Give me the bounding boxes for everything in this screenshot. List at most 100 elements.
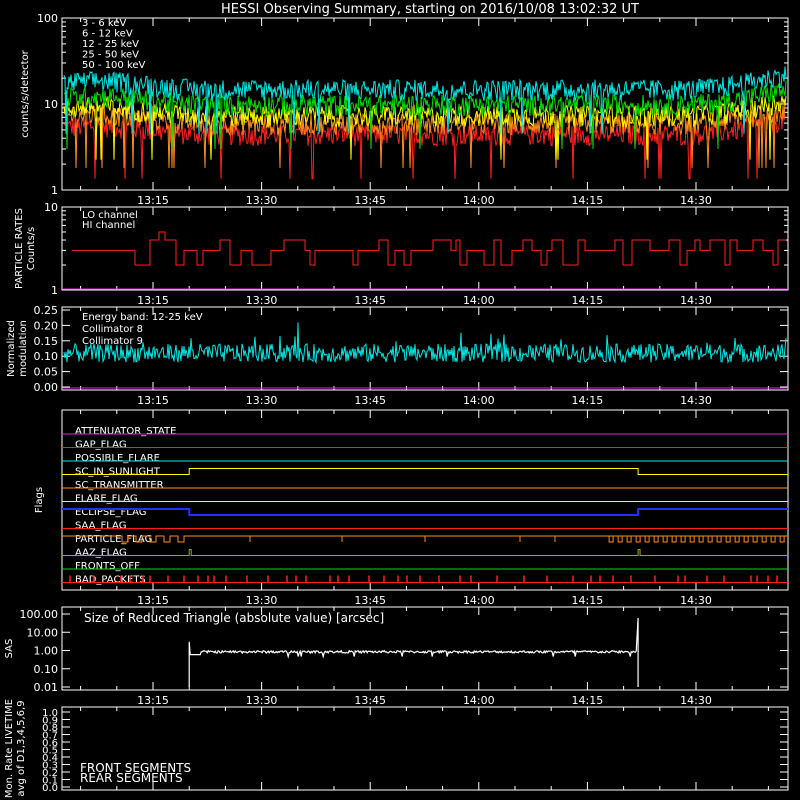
y-tick-label: 0.05	[34, 366, 59, 379]
flag-label: GAP_FLAG	[75, 440, 127, 451]
y-tick-label: 0.2	[42, 768, 58, 779]
y-tick-label: 0.10	[34, 350, 59, 363]
x-tick-label: 14:30	[680, 594, 712, 607]
y-axis-label: PARTICLE RATES	[14, 208, 25, 289]
x-tick-label: 14:30	[680, 394, 712, 407]
x-tick-label: 14:00	[463, 694, 495, 707]
panel-1: 13:15 13:30 13:45 14:00 14:15 14:30 10 1 LO chan…	[44, 201, 789, 307]
panel-3: 13:15 13:30 13:45 14:00 14:15 14:30 ATTENUATOR…	[61, 409, 789, 607]
legend-entry: HI channel	[82, 220, 135, 231]
panel-frame	[61, 306, 789, 391]
y-tick-label: 0.00	[34, 381, 59, 394]
x-tick-label: 14:00	[463, 594, 495, 607]
flag-spikes	[69, 575, 778, 583]
y-tick-label: 0.10	[34, 663, 59, 676]
y-tick-label: 1.00	[34, 645, 59, 658]
y-tick-label: 0.25	[34, 304, 59, 317]
x-tick-label: 14:30	[680, 694, 712, 707]
flag-sc-transmitter: SC_TRANSMITTER	[62, 480, 788, 491]
panel-5: 1.00.90.80.70.60.50.40.30.20.10.0 FRONT S…	[42, 706, 789, 794]
x-tick-label: 13:45	[354, 594, 386, 607]
y-tick-label: 0.5	[42, 746, 58, 757]
flag-fronts-off: FRONTS_OFF	[62, 561, 788, 572]
panel-frame	[61, 206, 789, 291]
x-tick-label: 14:15	[572, 294, 604, 307]
flag-label: SC_TRANSMITTER	[75, 480, 164, 491]
flag-saa-flag: SAA_FLAG	[62, 521, 788, 532]
flag-flare-flag: FLARE_FLAG	[62, 494, 788, 505]
x-tick-label: 13:30	[246, 594, 278, 607]
y-tick-label: 0.9	[42, 716, 58, 727]
flag-line	[62, 535, 788, 543]
y-tick-label: 0.7	[42, 731, 58, 742]
flag-aaz-flag: AAZ_FLAG	[62, 548, 788, 559]
flag-label: AAZ_FLAG	[75, 548, 127, 559]
panel-4: 13:15 13:30 13:45 14:00 14:15 14:30 100.00 10.0…	[20, 606, 789, 707]
panel-2: 13:15 13:30 13:45 14:00 14:15 14:30 0.25 0.20 0.…	[34, 304, 789, 407]
y-tick-label: 100	[37, 12, 58, 25]
y-tick-label: 0.3	[42, 761, 58, 772]
x-tick-label: 13:45	[354, 394, 386, 407]
legend-entry: 25 - 50 keV	[82, 50, 139, 61]
x-tick-label: 13:30	[246, 694, 278, 707]
y-tick-label: 0.4	[42, 753, 58, 764]
flag-sc-in-sunlight: SC_IN_SUNLIGHT	[62, 467, 788, 478]
y-tick-label: 0.8	[42, 723, 58, 734]
legend-entry: LO channel	[82, 210, 138, 221]
flag-label: SAA_FLAG	[75, 521, 126, 532]
x-tick-label: 13:15	[137, 194, 169, 207]
x-tick-label: 14:00	[463, 394, 495, 407]
series-line-lo	[71, 231, 786, 266]
flag-label: POSSIBLE_FLARE	[75, 453, 160, 464]
y-axis-label-2: modulation	[18, 320, 29, 377]
x-tick-label: 13:30	[246, 194, 278, 207]
x-tick-label: 14:15	[572, 594, 604, 607]
series-line-3	[63, 80, 787, 150]
legend-entry: 50 - 100 keV	[82, 60, 146, 71]
flag-attenuator-state: ATTENUATOR_STATE	[62, 426, 788, 437]
flag-label: PARTICLE_FLAG	[75, 534, 152, 545]
y-tick-label: 0.20	[34, 319, 59, 332]
y-tick-label: 10.00	[27, 626, 59, 639]
flag-eclipse-flag: ECLIPSE_FLAG	[62, 507, 788, 518]
flag-label: FLARE_FLAG	[75, 494, 138, 505]
y-axis-label: counts/s/detector	[20, 49, 31, 137]
y-tick-label: 0.6	[42, 738, 58, 749]
flag-label: ATTENUATOR_STATE	[75, 426, 176, 437]
y-axis-label: SAS	[4, 639, 15, 659]
flag-bad-packets: BAD_PACKETS	[62, 575, 788, 586]
x-tick-label: 13:30	[246, 294, 278, 307]
y-tick-label: 1.0	[42, 708, 58, 719]
series-line-4	[63, 66, 787, 134]
x-tick-label: 13:45	[354, 294, 386, 307]
flag-line	[62, 468, 788, 475]
flag-spikes	[249, 536, 556, 542]
legend-entry: 6 - 12 keV	[82, 29, 133, 40]
y-tick-label: 0.01	[34, 681, 59, 694]
legend-entry: 12 - 25 keV	[82, 39, 139, 50]
series-line-sas	[188, 618, 639, 687]
series-line-0	[63, 110, 787, 180]
x-tick-label: 14:30	[680, 194, 712, 207]
x-tick-label: 13:15	[137, 694, 169, 707]
y-tick-label: 10	[44, 98, 58, 111]
x-tick-label: 14:00	[463, 294, 495, 307]
legend-entry: Collimator 8	[82, 324, 143, 335]
y-tick-label: 0.0	[42, 783, 58, 794]
panel-frame	[61, 606, 789, 691]
y-axis-label-2: avg of D1,3,4,5,6,9	[16, 700, 27, 796]
y-tick-label: 0.1	[42, 776, 58, 787]
annotation: Size of Reduced Triangle (absolute value…	[84, 611, 384, 625]
x-tick-label: 13:30	[246, 394, 278, 407]
legend-entry: FRONT SEGMENTS	[80, 761, 191, 775]
panel-frame	[61, 409, 789, 591]
y-tick-label: 1	[51, 184, 58, 197]
panel-frame	[61, 706, 789, 791]
x-tick-label: 14:15	[572, 394, 604, 407]
x-tick-label: 14:15	[572, 694, 604, 707]
y-axis-label-2: Counts/s	[26, 227, 37, 271]
flag-possible-flare: POSSIBLE_FLARE	[62, 453, 788, 464]
y-tick-label: 0.15	[34, 335, 59, 348]
flag-label: FRONTS_OFF	[75, 561, 140, 572]
